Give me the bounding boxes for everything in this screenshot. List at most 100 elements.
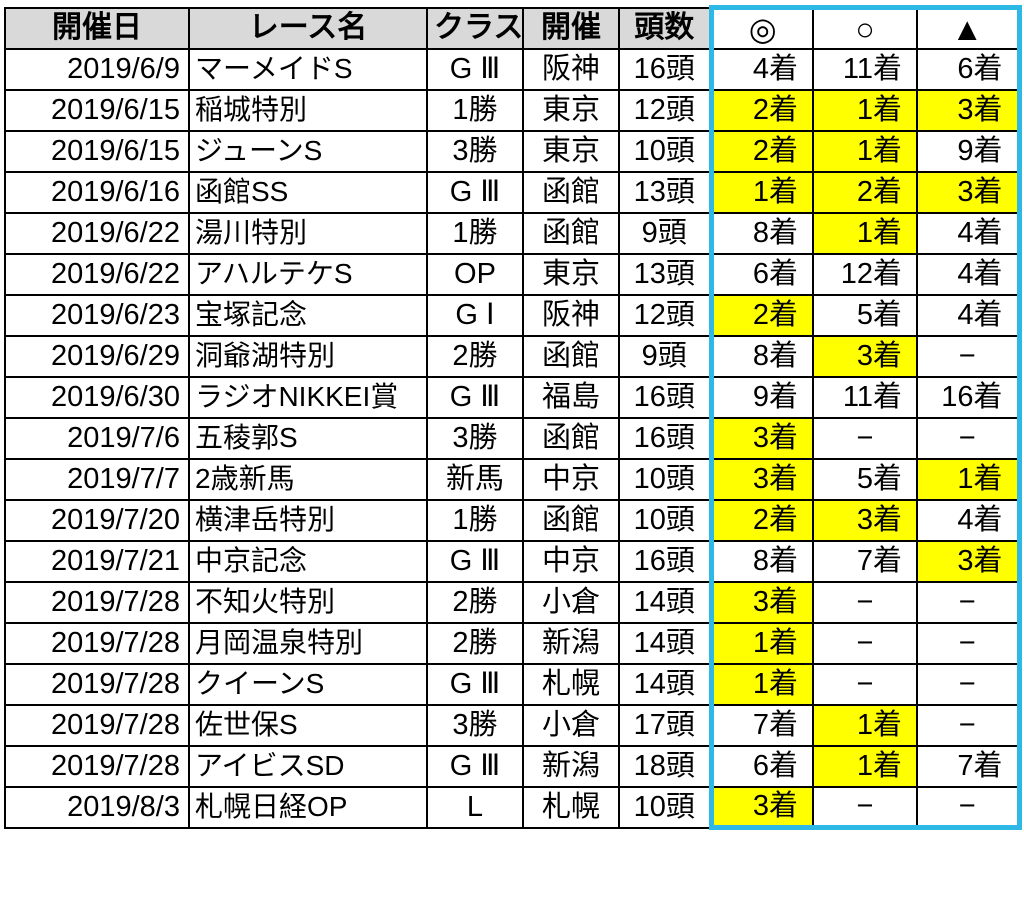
- cell-result-honmei: 3着: [708, 416, 814, 460]
- cell-result-tanana: 4着: [916, 293, 1022, 337]
- header-field-size: 頭数: [618, 6, 712, 50]
- cell-field-size: 16頭: [618, 416, 712, 460]
- cell-date: 2019/6/23: [4, 293, 190, 337]
- cell-result-honmei: 2着: [708, 498, 814, 542]
- cell-class: 2勝: [426, 580, 524, 624]
- cell-field-size: 10頭: [618, 129, 712, 173]
- cell-result-tanana: −: [916, 416, 1022, 460]
- cell-date: 2019/6/15: [4, 88, 190, 132]
- table-row: 2019/7/7 2歳新馬 新馬 中京 10頭 3着 5着 1着: [4, 457, 1022, 501]
- cell-venue: 中京: [522, 457, 620, 501]
- cell-venue: 函館: [522, 170, 620, 214]
- table-header: 開催日 レース名 クラス 開催 頭数 ◎ ○ ▲: [4, 5, 1022, 50]
- cell-result-tanana: 9着: [916, 129, 1022, 173]
- cell-result-honmei: 4着: [708, 47, 814, 91]
- table-row: 2019/7/28 アイビスSD G Ⅲ 新潟 18頭 6着 1着 7着: [4, 744, 1022, 788]
- cell-field-size: 18頭: [618, 744, 712, 788]
- cell-venue: 小倉: [522, 580, 620, 624]
- cell-result-taikou: −: [812, 662, 918, 706]
- cell-result-taikou: 11着: [812, 375, 918, 419]
- cell-field-size: 13頭: [618, 252, 712, 296]
- cell-result-honmei: 3着: [708, 785, 814, 830]
- cell-result-taikou: 7着: [812, 539, 918, 583]
- cell-venue: 福島: [522, 375, 620, 419]
- table-row: 2019/7/28 不知火特別 2勝 小倉 14頭 3着 − −: [4, 580, 1022, 624]
- cell-result-tanana: 6着: [916, 47, 1022, 91]
- table-row: 2019/7/28 佐世保S 3勝 小倉 17頭 7着 1着 −: [4, 703, 1022, 747]
- cell-race-name: 横津岳特別: [188, 498, 428, 542]
- header-honmei-mark-icon: ◎: [708, 5, 814, 50]
- cell-result-tanana: 16着: [916, 375, 1022, 419]
- header-venue: 開催: [522, 6, 620, 50]
- cell-date: 2019/7/20: [4, 498, 190, 542]
- cell-venue: 東京: [522, 252, 620, 296]
- cell-result-taikou: 3着: [812, 498, 918, 542]
- cell-result-taikou: 11着: [812, 47, 918, 91]
- cell-date: 2019/6/22: [4, 252, 190, 296]
- cell-result-tanana: −: [916, 334, 1022, 378]
- cell-venue: 阪神: [522, 47, 620, 91]
- cell-race-name: 湯川特別: [188, 211, 428, 255]
- cell-venue: 新潟: [522, 621, 620, 665]
- cell-result-tanana: 3着: [916, 539, 1022, 583]
- cell-date: 2019/6/29: [4, 334, 190, 378]
- cell-result-taikou: 3着: [812, 334, 918, 378]
- cell-result-tanana: −: [916, 662, 1022, 706]
- cell-date: 2019/6/15: [4, 129, 190, 173]
- table-row: 2019/6/9 マーメイドS G Ⅲ 阪神 16頭 4着 11着 6着: [4, 47, 1022, 91]
- cell-result-honmei: 1着: [708, 170, 814, 214]
- table-row: 2019/7/6 五稜郭S 3勝 函館 16頭 3着 − −: [4, 416, 1022, 460]
- cell-class: 2勝: [426, 334, 524, 378]
- cell-class: OP: [426, 252, 524, 296]
- cell-class: 1勝: [426, 498, 524, 542]
- table-row: 2019/6/22 湯川特別 1勝 函館 9頭 8着 1着 4着: [4, 211, 1022, 255]
- cell-field-size: 16頭: [618, 47, 712, 91]
- table-row: 2019/6/29 洞爺湖特別 2勝 函館 9頭 8着 3着 −: [4, 334, 1022, 378]
- cell-date: 2019/7/28: [4, 744, 190, 788]
- cell-class: 3勝: [426, 703, 524, 747]
- cell-result-taikou: 1着: [812, 88, 918, 132]
- table-row: 2019/7/28 月岡温泉特別 2勝 新潟 14頭 1着 − −: [4, 621, 1022, 665]
- cell-date: 2019/6/9: [4, 47, 190, 91]
- cell-result-taikou: 1着: [812, 129, 918, 173]
- cell-venue: 東京: [522, 129, 620, 173]
- cell-race-name: 洞爺湖特別: [188, 334, 428, 378]
- header-race-name: レース名: [188, 6, 428, 50]
- race-results-table: 開催日 レース名 クラス 開催 頭数 ◎ ○ ▲ 2019/6/9 マーメイドS G…: [4, 5, 1022, 830]
- cell-result-honmei: 8着: [708, 539, 814, 583]
- cell-result-honmei: 8着: [708, 334, 814, 378]
- cell-result-tanana: 4着: [916, 252, 1022, 296]
- header-class: クラス: [426, 6, 524, 50]
- cell-result-taikou: 1着: [812, 703, 918, 747]
- cell-field-size: 10頭: [618, 498, 712, 542]
- cell-race-name: 中京記念: [188, 539, 428, 583]
- cell-race-name: 函館SS: [188, 170, 428, 214]
- cell-date: 2019/7/28: [4, 580, 190, 624]
- cell-result-taikou: −: [812, 621, 918, 665]
- page: 開催日 レース名 クラス 開催 頭数 ◎ ○ ▲ 2019/6/9 マーメイドS G…: [4, 5, 1022, 830]
- cell-date: 2019/7/7: [4, 457, 190, 501]
- cell-field-size: 10頭: [618, 457, 712, 501]
- cell-result-taikou: 1着: [812, 211, 918, 255]
- cell-result-honmei: 2着: [708, 293, 814, 337]
- results-table-body: 2019/6/9 マーメイドS G Ⅲ 阪神 16頭 4着 11着 6着 2019/6/15 稲城…: [4, 47, 1022, 830]
- header-tanana-mark-icon: ▲: [916, 5, 1022, 50]
- table-row: 2019/6/15 稲城特別 1勝 東京 12頭 2着 1着 3着: [4, 88, 1022, 132]
- cell-result-tanana: −: [916, 703, 1022, 747]
- cell-venue: 中京: [522, 539, 620, 583]
- cell-race-name: アハルテケS: [188, 252, 428, 296]
- cell-field-size: 13頭: [618, 170, 712, 214]
- cell-result-tanana: −: [916, 785, 1022, 830]
- cell-field-size: 9頭: [618, 334, 712, 378]
- cell-date: 2019/7/6: [4, 416, 190, 460]
- cell-result-tanana: 4着: [916, 498, 1022, 542]
- cell-field-size: 17頭: [618, 703, 712, 747]
- table-row: 2019/6/30 ラジオNIKKEI賞 G Ⅲ 福島 16頭 9着 11着 16着: [4, 375, 1022, 419]
- cell-field-size: 10頭: [618, 785, 712, 829]
- cell-result-tanana: 3着: [916, 88, 1022, 132]
- table-row: 2019/6/23 宝塚記念 G Ⅰ 阪神 12頭 2着 5着 4着: [4, 293, 1022, 337]
- cell-class: 3勝: [426, 416, 524, 460]
- cell-race-name: マーメイドS: [188, 47, 428, 91]
- cell-venue: 函館: [522, 334, 620, 378]
- cell-result-honmei: 9着: [708, 375, 814, 419]
